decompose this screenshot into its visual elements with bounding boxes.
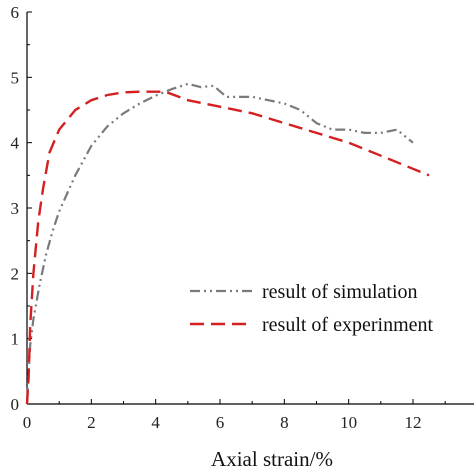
y-tick-label: 4 (11, 134, 20, 153)
x-tick-label: 2 (87, 413, 96, 432)
legend-label: result of experinment (262, 314, 433, 336)
x-tick-label: 0 (23, 413, 32, 432)
x-tick-label: 8 (280, 413, 289, 432)
legend: result of simulation result of experinmen… (190, 281, 433, 336)
series-layer (25, 82, 430, 405)
series-line-experiment (25, 90, 430, 405)
series-line-simulation (25, 82, 414, 405)
y-tick-label: 6 (11, 3, 20, 22)
x-tick-label: 4 (151, 413, 160, 432)
y-tick-label: 3 (11, 199, 20, 218)
y-tick-label: 0 (11, 395, 20, 414)
y-tick-label: 5 (11, 68, 20, 87)
y-tick-label: 1 (11, 330, 20, 349)
legend-label: result of simulation (262, 281, 418, 303)
x-tick-label: 10 (340, 413, 357, 432)
y-tick-label: 2 (11, 264, 20, 283)
x-tick-label: 6 (216, 413, 225, 432)
x-tick-label: 12 (405, 413, 422, 432)
x-axis-label: Axial strain/% (211, 447, 333, 471)
